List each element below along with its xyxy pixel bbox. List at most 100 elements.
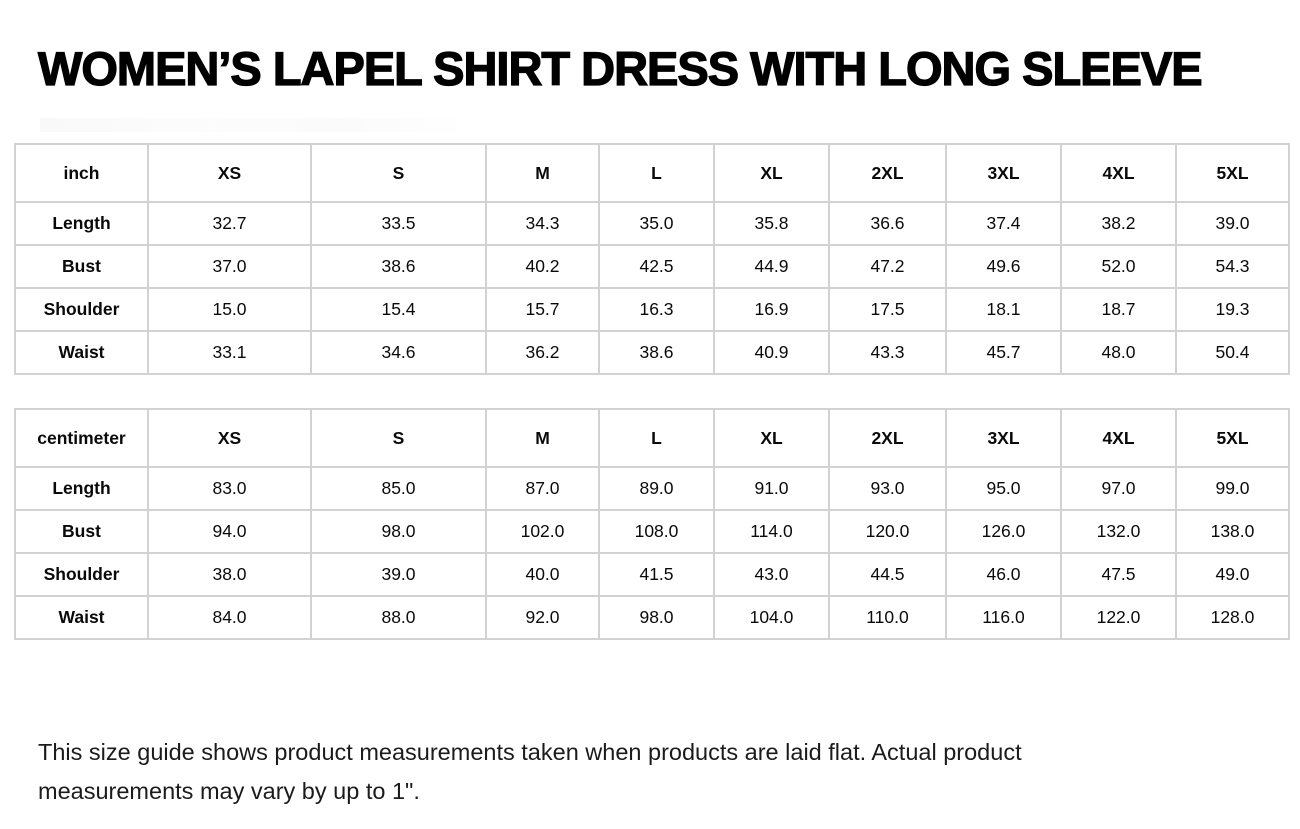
table-row: Waist 84.0 88.0 92.0 98.0 104.0 110.0 116.0 122.… bbox=[14, 595, 1290, 641]
unit-label: centimeter bbox=[14, 408, 149, 469]
size-column-header: M bbox=[485, 143, 600, 204]
measurement-value: 43.3 bbox=[828, 330, 947, 376]
header-row: centimeter XS S M L XL 2XL 3XL 4XL 5XL bbox=[14, 408, 1290, 469]
measurement-value: 32.7 bbox=[147, 201, 312, 247]
measurement-value: 37.4 bbox=[945, 201, 1062, 247]
size-column-header: 2XL bbox=[828, 408, 947, 469]
measurement-value: 49.6 bbox=[945, 244, 1062, 290]
measurement-value: 34.3 bbox=[485, 201, 600, 247]
measurement-value: 37.0 bbox=[147, 244, 312, 290]
measurement-value: 44.5 bbox=[828, 552, 947, 598]
measurement-value: 40.0 bbox=[485, 552, 600, 598]
measurement-value: 83.0 bbox=[147, 466, 312, 512]
measurement-row-label: Shoulder bbox=[14, 287, 149, 333]
size-column-header: XS bbox=[147, 143, 312, 204]
measurement-value: 97.0 bbox=[1060, 466, 1177, 512]
measurement-value: 40.9 bbox=[713, 330, 830, 376]
size-column-header: XS bbox=[147, 408, 312, 469]
size-column-header: XL bbox=[713, 408, 830, 469]
measurement-value: 91.0 bbox=[713, 466, 830, 512]
measurement-value: 48.0 bbox=[1060, 330, 1177, 376]
measurement-value: 33.5 bbox=[310, 201, 487, 247]
measurement-value: 49.0 bbox=[1175, 552, 1290, 598]
size-column-header: L bbox=[598, 143, 715, 204]
table-row: Bust 37.0 38.6 40.2 42.5 44.9 47.2 49.6 52.0 54.3 bbox=[14, 244, 1290, 290]
measurement-value: 39.0 bbox=[1175, 201, 1290, 247]
measurement-value: 87.0 bbox=[485, 466, 600, 512]
measurement-value: 88.0 bbox=[310, 595, 487, 641]
measurement-value: 19.3 bbox=[1175, 287, 1290, 333]
measurement-value: 42.5 bbox=[598, 244, 715, 290]
measurement-row-label: Length bbox=[14, 201, 149, 247]
measurement-value: 50.4 bbox=[1175, 330, 1290, 376]
measurement-value: 33.1 bbox=[147, 330, 312, 376]
size-column-header: 5XL bbox=[1175, 408, 1290, 469]
measurement-value: 39.0 bbox=[310, 552, 487, 598]
measurement-value: 98.0 bbox=[598, 595, 715, 641]
measurement-value: 89.0 bbox=[598, 466, 715, 512]
measurement-value: 52.0 bbox=[1060, 244, 1177, 290]
measurement-value: 95.0 bbox=[945, 466, 1062, 512]
measurement-value: 46.0 bbox=[945, 552, 1062, 598]
measurement-value: 132.0 bbox=[1060, 509, 1177, 555]
size-column-header: S bbox=[310, 408, 487, 469]
measurement-value: 40.2 bbox=[485, 244, 600, 290]
measurement-value: 85.0 bbox=[310, 466, 487, 512]
size-column-header: 4XL bbox=[1060, 143, 1177, 204]
measurement-value: 92.0 bbox=[485, 595, 600, 641]
measurement-value: 36.2 bbox=[485, 330, 600, 376]
measurement-value: 45.7 bbox=[945, 330, 1062, 376]
measurement-value: 38.6 bbox=[598, 330, 715, 376]
table-row: Shoulder 38.0 39.0 40.0 41.5 43.0 44.5 46.0 47.5… bbox=[14, 552, 1290, 598]
measurement-row-label: Bust bbox=[14, 509, 149, 555]
measurement-value: 110.0 bbox=[828, 595, 947, 641]
measurement-value: 17.5 bbox=[828, 287, 947, 333]
measurement-value: 47.2 bbox=[828, 244, 947, 290]
measurement-value: 98.0 bbox=[310, 509, 487, 555]
measurement-value: 99.0 bbox=[1175, 466, 1290, 512]
header-row: inch XS S M L XL 2XL 3XL 4XL 5XL bbox=[14, 143, 1290, 204]
measurement-value: 120.0 bbox=[828, 509, 947, 555]
size-column-header: 3XL bbox=[945, 143, 1062, 204]
measurement-value: 93.0 bbox=[828, 466, 947, 512]
size-column-header: 4XL bbox=[1060, 408, 1177, 469]
measurement-value: 84.0 bbox=[147, 595, 312, 641]
measurement-value: 138.0 bbox=[1175, 509, 1290, 555]
measurement-value: 38.6 bbox=[310, 244, 487, 290]
measurement-value: 94.0 bbox=[147, 509, 312, 555]
table-row: Shoulder 15.0 15.4 15.7 16.3 16.9 17.5 18.1 18.7… bbox=[14, 287, 1290, 333]
measurement-value: 126.0 bbox=[945, 509, 1062, 555]
measurement-value: 35.8 bbox=[713, 201, 830, 247]
table-row: Waist 33.1 34.6 36.2 38.6 40.9 43.3 45.7 48.0 50.… bbox=[14, 330, 1290, 376]
measurement-value: 36.6 bbox=[828, 201, 947, 247]
measurement-value: 104.0 bbox=[713, 595, 830, 641]
size-table-inch: inch XS S M L XL 2XL 3XL 4XL 5XL Length 32.7 33.5 34.… bbox=[14, 143, 1290, 376]
measurement-row-label: Waist bbox=[14, 595, 149, 641]
footnote: This size guide shows product measuremen… bbox=[38, 739, 1022, 805]
measurement-row-label: Bust bbox=[14, 244, 149, 290]
measurement-row-label: Length bbox=[14, 466, 149, 512]
measurement-value: 54.3 bbox=[1175, 244, 1290, 290]
measurement-value: 16.9 bbox=[713, 287, 830, 333]
title-smudge-artifact bbox=[40, 118, 470, 132]
measurement-value: 116.0 bbox=[945, 595, 1062, 641]
measurement-value: 122.0 bbox=[1060, 595, 1177, 641]
measurement-value: 114.0 bbox=[713, 509, 830, 555]
size-table-centimeter: centimeter XS S M L XL 2XL 3XL 4XL 5XL Length 83.0 8… bbox=[14, 408, 1290, 641]
measurement-value: 102.0 bbox=[485, 509, 600, 555]
size-column-header: 2XL bbox=[828, 143, 947, 204]
measurement-value: 108.0 bbox=[598, 509, 715, 555]
table-row: Length 83.0 85.0 87.0 89.0 91.0 93.0 95.0 97.0 99… bbox=[14, 466, 1290, 512]
page-title: WOMEN’S LAPEL SHIRT DRESS WITH LONG SLEE… bbox=[37, 41, 1203, 95]
size-column-header: S bbox=[310, 143, 487, 204]
measurement-value: 44.9 bbox=[713, 244, 830, 290]
table-row: Bust 94.0 98.0 102.0 108.0 114.0 120.0 126.0 132… bbox=[14, 509, 1290, 555]
measurement-value: 35.0 bbox=[598, 201, 715, 247]
measurement-value: 41.5 bbox=[598, 552, 715, 598]
measurement-row-label: Waist bbox=[14, 330, 149, 376]
measurement-row-label: Shoulder bbox=[14, 552, 149, 598]
table-row: Length 32.7 33.5 34.3 35.0 35.8 36.6 37.4 38.2 39… bbox=[14, 201, 1290, 247]
measurement-value: 15.4 bbox=[310, 287, 487, 333]
size-column-header: L bbox=[598, 408, 715, 469]
